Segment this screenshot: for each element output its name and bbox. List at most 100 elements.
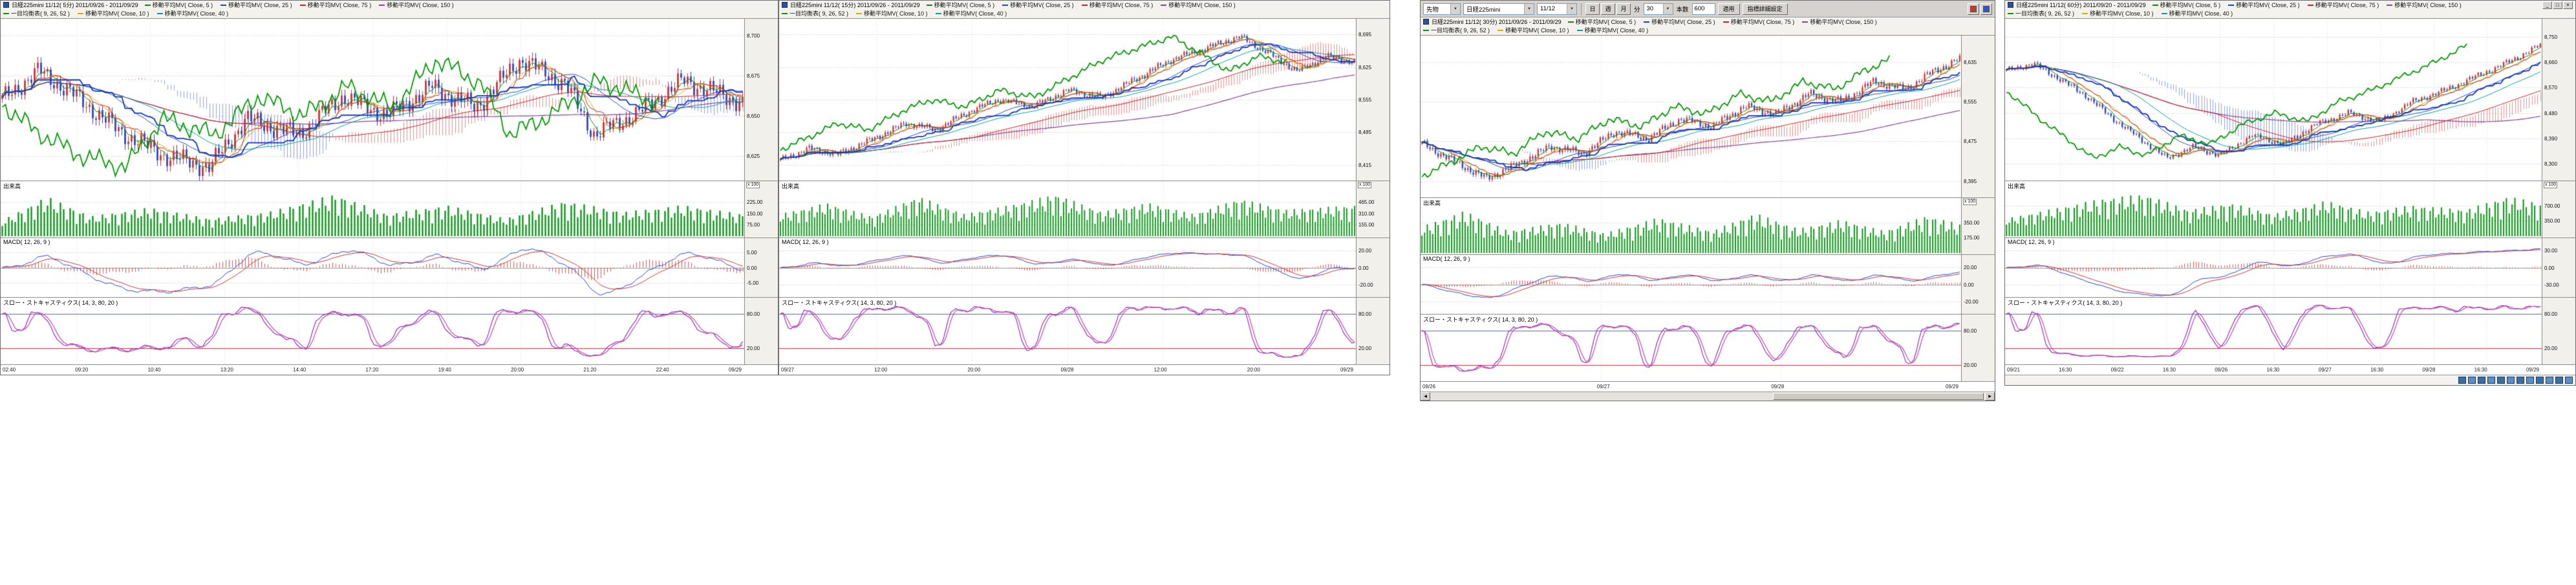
macd-chart-canvas[interactable] [1421, 255, 1961, 314]
minimized-window-icon[interactable] [2517, 377, 2524, 384]
legend-color-chip [1161, 4, 1167, 6]
legend-color-chip [782, 12, 788, 14]
price-chart-canvas[interactable] [1421, 36, 1961, 197]
time-axis: 09/21 16:30 09/22 16:30 09/26 16:30 09/27 16:30… [2005, 364, 2575, 375]
legend-line-2: 一目均衡表( 9, 26, 52 ) 移動平均MV( Close, 10 ) 移動平… [782, 9, 1387, 17]
scroll-track[interactable] [1430, 392, 1985, 401]
category-select[interactable]: 先物 ▼ [1423, 3, 1461, 15]
chart-header: 日経225mini 11/12( 15分) 2011/09/26 - 2011/… [779, 1, 1390, 19]
period-button[interactable]: 週 [1601, 3, 1615, 15]
legend-item: 移動平均MV( Close, 40 ) [156, 9, 228, 17]
indicator-settings-button[interactable]: 指標詳細設定 [1742, 3, 1788, 15]
macd-chart-canvas[interactable] [2005, 238, 2542, 297]
axis-label: 8,660 [2544, 60, 2558, 65]
chart-header: 日経225mini 11/12( 5分) 2011/09/26 - 2011/0… [1, 1, 778, 19]
minimize-button[interactable]: _ [2542, 1, 2552, 9]
minimized-window-icon[interactable] [2565, 377, 2573, 384]
macd-chart-canvas[interactable] [1, 238, 744, 297]
minute-interval-select[interactable]: 30 ▼ [1643, 3, 1673, 15]
chevron-down-icon[interactable]: ▼ [1524, 3, 1534, 14]
window-icon [782, 2, 788, 8]
stochastics-chart-canvas[interactable] [2005, 298, 2542, 364]
legend-label: 移動平均MV( Close, 25 ) [228, 2, 292, 8]
chevron-down-icon[interactable]: ▼ [1567, 3, 1576, 14]
minimized-window-icon[interactable] [2546, 377, 2553, 384]
price-chart-canvas[interactable] [2005, 19, 2542, 181]
axis-label: 8,570 [2544, 85, 2558, 91]
legend-color-chip [926, 4, 932, 6]
stochastics-chart-canvas[interactable] [1, 298, 744, 364]
axis-label: 8,480 [2544, 111, 2558, 116]
time-label: 09/29 [2526, 367, 2539, 373]
volume-chart-canvas[interactable] [779, 181, 1356, 237]
apply-button[interactable]: 適用 [1717, 3, 1740, 15]
horizontal-scrollbar[interactable]: ◀ ▶ [1421, 392, 1995, 401]
legend-item: 移動平均MV( Close, 5 ) [1567, 17, 1637, 26]
axis-label: 700.00 [2544, 203, 2560, 209]
volume-chart-canvas[interactable] [1, 181, 744, 237]
minimized-window-icon[interactable] [2487, 377, 2495, 384]
minimized-window-icon[interactable] [2507, 377, 2515, 384]
time-label: 14:40 [293, 367, 306, 373]
header-row-1: 日経225mini 11/12( 5分) 2011/09/26 - 2011/0… [1, 1, 778, 9]
minimized-window-icon[interactable] [2555, 377, 2563, 384]
minimized-window-icon[interactable] [2458, 377, 2466, 384]
legend-label: 移動平均MV( Close, 5 ) [1575, 19, 1637, 25]
bars-count-input[interactable] [1691, 3, 1715, 15]
minimized-window-icon[interactable] [2497, 377, 2505, 384]
scroll-right-button[interactable]: ▶ [1985, 392, 1995, 401]
axis-label: 80.00 [1358, 311, 1372, 317]
macd-section: MACD( 12, 26, 9 ) 5.00 0.00 -5.00 [1, 237, 778, 297]
stochastics-chart-canvas[interactable] [779, 298, 1356, 364]
axis-label: 8,635 [1964, 60, 1977, 65]
axis-label: 350.00 [1964, 220, 1980, 226]
legend-item: 移動平均MV( Close, 40 ) [2161, 9, 2233, 17]
price-axis: 8,695 8,625 8,555 8,485 8,415 [1356, 19, 1390, 181]
macd-chart-canvas[interactable] [779, 238, 1356, 297]
candlestick-chart-icon[interactable] [1968, 3, 1979, 15]
legend-item: 移動平均MV( Close, 150 ) [1161, 1, 1236, 9]
stochastics-section: スロー・ストキャスティクス( 14, 3, 80, 20 ) 80.00 20.0… [1421, 314, 1995, 381]
stochastics-label: スロー・ストキャスティクス( 14, 3, 80, 20 ) [782, 300, 897, 306]
time-label: 12:00 [874, 367, 888, 373]
chevron-down-icon[interactable]: ▼ [1662, 3, 1673, 14]
period-button[interactable]: 月 [1616, 3, 1631, 15]
legend-label: 一目均衡表( 9, 26, 52 ) [1431, 27, 1490, 34]
stochastics-chart-canvas[interactable] [1421, 315, 1961, 381]
volume-chart-canvas[interactable] [2005, 181, 2542, 237]
axis-label: 350.00 [2544, 218, 2560, 224]
chart-title: 日経225mini 11/12( 30分) 2011/09/26 - 2011/… [1432, 19, 1562, 25]
legend-item: 移動平均MV( Close, 75 ) [1723, 17, 1794, 26]
legend-color-chip [3, 12, 9, 14]
legend-label: 移動平均MV( Close, 5 ) [2160, 2, 2221, 8]
minimized-window-icon[interactable] [2478, 377, 2485, 384]
line-chart-icon[interactable] [1980, 3, 1992, 15]
symbol-select[interactable]: 日経225mini ▼ [1463, 3, 1534, 15]
axis-label: 175.00 [1964, 235, 1980, 241]
minimized-window-icon[interactable] [2536, 377, 2544, 384]
chevron-down-icon[interactable]: ▼ [1450, 3, 1460, 14]
stochastics-axis: 80.00 20.00 [1961, 315, 1995, 381]
time-label: 12:00 [1154, 367, 1167, 373]
price-chart-canvas[interactable] [779, 19, 1356, 181]
close-button[interactable]: × [2563, 1, 2573, 9]
time-label: 16:30 [2059, 367, 2072, 373]
scroll-thumb[interactable] [1772, 393, 1984, 400]
stochastics-axis: 80.00 20.00 [744, 298, 778, 364]
legend-color-chip [220, 4, 227, 6]
price-chart-canvas[interactable] [1, 19, 744, 181]
legend-line-1: 移動平均MV( Close, 5 ) 移動平均MV( Close, 25 ) 移動平… [144, 1, 775, 9]
scroll-left-button[interactable]: ◀ [1421, 392, 1430, 401]
minimized-window-icon[interactable] [2526, 377, 2534, 384]
axis-label: 8,390 [2544, 136, 2558, 142]
period-button[interactable]: 日 [1585, 3, 1600, 15]
legend-label: 移動平均MV( Close, 25 ) [1651, 19, 1715, 25]
axis-label: 20.00 [1358, 248, 1372, 254]
time-label: 20:00 [511, 367, 524, 373]
contract-month-select[interactable]: 11/12 ▼ [1537, 3, 1577, 15]
legend-label: 移動平均MV( Close, 25 ) [2236, 2, 2300, 8]
minimized-window-icon[interactable] [2468, 377, 2476, 384]
axis-label: 8,485 [1358, 129, 1372, 135]
maximize-button[interactable]: □ [2553, 1, 2562, 9]
volume-chart-canvas[interactable] [1421, 198, 1961, 254]
